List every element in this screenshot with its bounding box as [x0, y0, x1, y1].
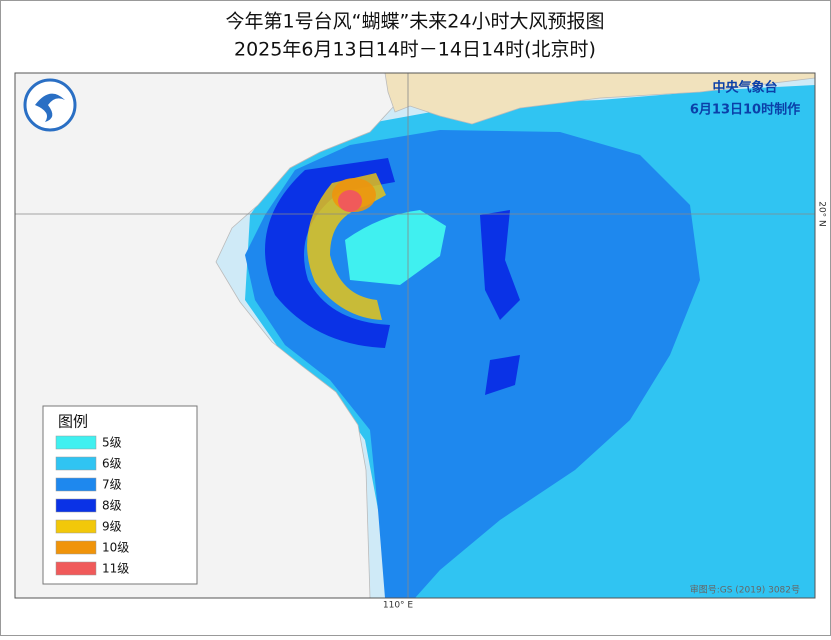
land-north	[384, 73, 815, 125]
legend-label: 9级	[102, 520, 122, 534]
legend-label: 7级	[102, 478, 122, 492]
subtitle: 2025年6月13日14时－14日14时(北京时)	[234, 39, 596, 61]
legend-title: 图例	[58, 413, 88, 431]
wind-zone-8	[265, 158, 395, 348]
wind-zone-11	[338, 190, 362, 212]
wind-zone-5	[345, 210, 446, 285]
logo	[23, 78, 77, 132]
legend-swatch	[55, 477, 97, 492]
legend-label: 8级	[102, 499, 122, 513]
logo-mark	[35, 93, 65, 122]
legend-swatch	[55, 435, 97, 450]
legend-swatch	[55, 498, 97, 513]
latitude-label: 20° N	[817, 201, 827, 227]
legend-swatch	[55, 519, 97, 534]
legend-box	[42, 405, 198, 585]
legend: 图例 5级 6级 7级 8级 9级 10级 11级	[42, 405, 198, 585]
legend-label: 11级	[102, 562, 129, 576]
agency: 中央气象台	[712, 80, 777, 96]
legend-label: 5级	[102, 436, 122, 450]
issued-time: 6月13日10时制作	[690, 102, 800, 118]
wind-zone-9	[307, 173, 386, 320]
legend-swatch	[55, 456, 97, 471]
wind-zone-8-patch	[480, 210, 520, 395]
legend-label: 10级	[102, 541, 129, 555]
longitude-label: 110° E	[383, 601, 414, 611]
approval-number: 审图号:GS (2019) 3082号	[690, 584, 800, 596]
legend-swatch	[55, 561, 97, 576]
title: 今年第1号台风“蝴蝶”未来24小时大风预报图	[226, 11, 605, 33]
legend-label: 6级	[102, 457, 122, 471]
legend-swatch	[55, 540, 97, 555]
map-frame	[14, 72, 816, 599]
